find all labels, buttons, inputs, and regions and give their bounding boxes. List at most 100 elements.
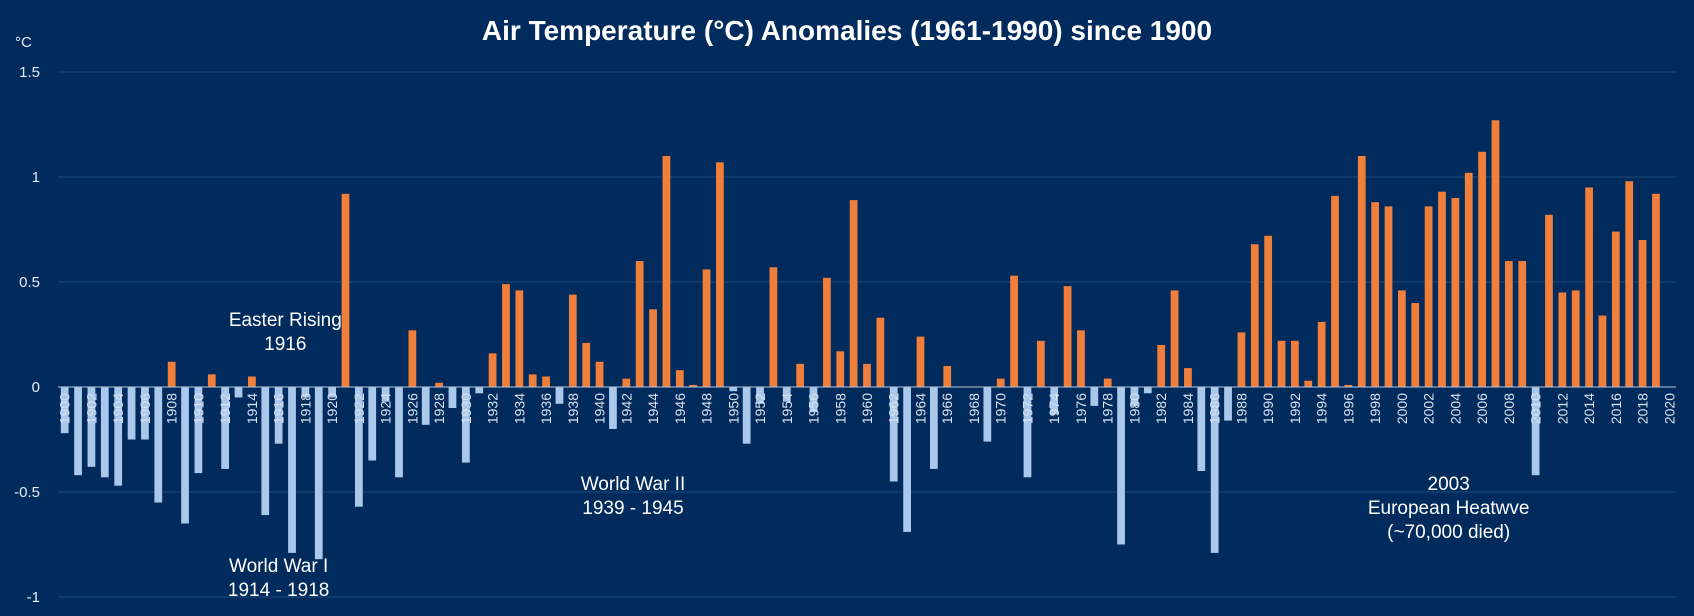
bar-2007 bbox=[1491, 120, 1500, 388]
x-tick-label: 1960 bbox=[859, 393, 875, 424]
bar-2017 bbox=[1625, 181, 1634, 387]
bar-1955 bbox=[796, 363, 805, 387]
bar-1972 bbox=[1023, 387, 1032, 478]
x-tick-label: 2000 bbox=[1394, 393, 1410, 424]
bar-1996 bbox=[1344, 384, 1353, 387]
x-tick-label: 1988 bbox=[1233, 393, 1249, 424]
x-tick-label: 1916 bbox=[271, 393, 287, 424]
bar-1973 bbox=[1036, 340, 1045, 387]
bar-1978 bbox=[1103, 378, 1112, 387]
bar-1925 bbox=[395, 387, 403, 478]
bar-1995 bbox=[1331, 195, 1339, 387]
bar-2000 bbox=[1398, 290, 1406, 387]
y-tick-label: -1 bbox=[27, 589, 40, 606]
bar-2010 bbox=[1531, 387, 1540, 476]
y-tick-label: 0.5 bbox=[19, 274, 40, 291]
x-tick-label: 1996 bbox=[1340, 393, 1356, 424]
x-tick-label: 1970 bbox=[993, 393, 1009, 424]
annotation: World War I 1914 - 1918 bbox=[228, 556, 329, 601]
bar-1911 bbox=[207, 374, 216, 387]
bar-1958 bbox=[836, 351, 845, 387]
chart-title: Air Temperature (°C) Anomalies (1961-199… bbox=[482, 15, 1212, 46]
bar-1934 bbox=[515, 290, 524, 387]
x-tick-labels: 1900 1902 1904 1906 1908 1910 1912 1914 1916 1918… bbox=[57, 393, 1678, 424]
x-tick-label: 2020 bbox=[1661, 393, 1677, 424]
x-tick-label: 1902 bbox=[83, 393, 99, 424]
x-tick-label: 1918 bbox=[297, 393, 313, 424]
bar-1990 bbox=[1264, 235, 1273, 387]
bar-1951 bbox=[742, 387, 751, 444]
annotation-line: European Heatwve bbox=[1368, 498, 1530, 519]
x-tick-label: 1982 bbox=[1153, 393, 1169, 424]
bar-1901 bbox=[74, 387, 82, 476]
bar-1910 bbox=[194, 387, 203, 474]
bar-1900 bbox=[60, 387, 69, 434]
bar-1983 bbox=[1170, 290, 1179, 387]
bar-1969 bbox=[983, 387, 992, 442]
annotation-line: (~70,000 died) bbox=[1387, 522, 1510, 543]
bar-1915 bbox=[261, 387, 270, 516]
bar-1941 bbox=[609, 387, 617, 429]
bar-1917 bbox=[288, 387, 296, 553]
x-tick-label: 1994 bbox=[1314, 393, 1330, 424]
x-tick-label: 1948 bbox=[699, 393, 715, 424]
bar-1998 bbox=[1371, 202, 1380, 387]
bar-1986 bbox=[1210, 387, 1219, 553]
bar-1982 bbox=[1157, 345, 1166, 387]
bar-1933 bbox=[502, 284, 510, 387]
bar-1914 bbox=[248, 376, 256, 387]
x-tick-label: 1954 bbox=[779, 393, 795, 424]
bar-1945 bbox=[662, 156, 671, 387]
annotation: World War II 1939 - 1945 bbox=[581, 474, 686, 519]
bar-1994 bbox=[1317, 321, 1326, 387]
x-tick-label: 1926 bbox=[404, 393, 420, 424]
y-axis-unit-label: °C bbox=[15, 34, 32, 51]
x-tick-label: 1938 bbox=[565, 393, 581, 424]
bar-1971 bbox=[1010, 275, 1018, 387]
bar-2001 bbox=[1411, 303, 1420, 387]
bar-1928 bbox=[435, 382, 443, 387]
annotation-line: 1939 - 1945 bbox=[582, 498, 683, 519]
annotation-line: World War I bbox=[229, 556, 328, 577]
bar-1954 bbox=[782, 387, 791, 402]
bar-1938 bbox=[568, 294, 577, 387]
x-tick-label: 1930 bbox=[458, 393, 474, 424]
annotation: Easter Rising 1916 bbox=[229, 310, 342, 355]
x-tick-label: 2010 bbox=[1528, 393, 1544, 424]
bar-1977 bbox=[1090, 387, 1099, 406]
x-tick-label: 2016 bbox=[1608, 393, 1624, 424]
x-tick-label: 1928 bbox=[431, 393, 447, 424]
bar-2003 bbox=[1438, 191, 1446, 387]
bar-1975 bbox=[1063, 286, 1072, 387]
bar-2016 bbox=[1611, 231, 1620, 387]
bar-1962 bbox=[889, 387, 898, 482]
bar-2009 bbox=[1518, 261, 1527, 387]
x-tick-label: 2004 bbox=[1447, 393, 1463, 424]
bar-1966 bbox=[943, 366, 952, 387]
bar-1926 bbox=[408, 330, 417, 387]
bar-1905 bbox=[127, 387, 136, 440]
bar-1927 bbox=[421, 387, 430, 425]
bar-1956 bbox=[809, 387, 818, 413]
bar-1953 bbox=[769, 267, 778, 387]
bar-1920 bbox=[328, 387, 337, 398]
bar-1937 bbox=[555, 387, 564, 404]
bar-1989 bbox=[1250, 244, 1259, 387]
x-tick-label: 1956 bbox=[806, 393, 822, 424]
bar-1935 bbox=[528, 374, 537, 387]
bar-1981 bbox=[1143, 387, 1152, 394]
bar-1913 bbox=[234, 387, 243, 398]
x-tick-label: 1944 bbox=[645, 393, 661, 424]
bar-1948 bbox=[702, 269, 711, 387]
bar-2005 bbox=[1464, 172, 1473, 387]
bar-1922 bbox=[354, 387, 363, 507]
bar-2002 bbox=[1424, 206, 1433, 387]
x-tick-label: 1950 bbox=[725, 393, 741, 424]
bar-1980 bbox=[1130, 387, 1139, 406]
bar-1943 bbox=[635, 261, 644, 387]
bar-1976 bbox=[1077, 330, 1085, 387]
x-tick-label: 1920 bbox=[324, 393, 340, 424]
bar-1904 bbox=[114, 387, 123, 486]
bar-1940 bbox=[595, 361, 604, 387]
